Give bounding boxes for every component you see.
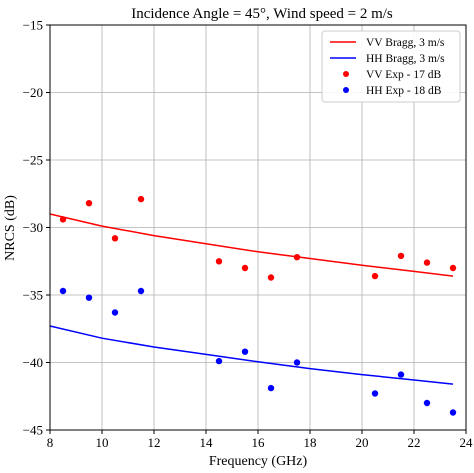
vv-exp-point <box>267 274 275 281</box>
vv-exp-point <box>215 258 223 265</box>
vv-exp-point <box>397 252 405 260</box>
x-tick-label: 20 <box>356 435 369 450</box>
vv-exp-point <box>449 264 457 272</box>
vv-exp-point <box>293 254 301 261</box>
x-tick-label: 18 <box>304 435 317 450</box>
hh-exp-point <box>267 384 275 392</box>
vv-exp-point <box>371 272 379 280</box>
legend-hh-exp-label: HH Exp - 18 dB <box>366 85 442 97</box>
vv-exp-point <box>137 195 145 203</box>
x-tick-label: 8 <box>47 435 54 450</box>
legend-vv-exp-marker <box>343 71 349 77</box>
vv-exp-point <box>85 200 93 207</box>
hh-exp-point <box>449 409 457 416</box>
x-axis-label: Frequency (GHz) <box>209 454 308 469</box>
hh-exp-point <box>85 294 93 301</box>
grid <box>49 24 467 431</box>
y-axis-ticks: −45 −40 −35 −30 −25 −20 −15 <box>23 18 50 438</box>
legend-vv-bragg-label: VV Bragg, 3 m/s <box>366 37 445 49</box>
legend-hh-bragg-label: HH Bragg, 3 m/s <box>366 53 445 65</box>
legend-hh-exp-marker <box>343 87 349 93</box>
vv-bragg-line <box>49 213 454 277</box>
chart-title: Incidence Angle = 45°, Wind speed = 2 m/… <box>131 6 393 22</box>
y-tick-label: −40 <box>23 355 43 370</box>
hh-exp-point <box>423 399 431 407</box>
plot-area: 8 10 12 14 16 18 20 22 24 −45 −40 −35 −30 −25 −20 −15 <box>23 18 473 451</box>
legend: VV Bragg, 3 m/s HH Bragg, 3 m/s VV Exp -… <box>321 30 461 103</box>
y-tick-label: −20 <box>23 85 43 100</box>
legend-vv-exp-label: VV Exp - 17 dB <box>366 69 442 81</box>
x-tick-label: 12 <box>148 435 161 450</box>
hh-exp-point <box>371 390 379 397</box>
hh-exp-point <box>293 359 301 366</box>
vv-exp-point <box>111 235 119 242</box>
x-axis-ticks: 8 10 12 14 16 18 20 22 24 <box>47 430 473 450</box>
y-tick-label: −25 <box>23 153 43 168</box>
hh-exp-point <box>397 371 405 378</box>
x-tick-label: 14 <box>200 435 214 450</box>
y-axis-label: NRCS (dB) <box>3 195 18 261</box>
series-points <box>59 195 457 416</box>
y-tick-label: −35 <box>23 288 43 303</box>
vv-exp-point <box>59 216 67 223</box>
hh-bragg-line <box>49 325 454 385</box>
x-tick-label: 10 <box>96 435 109 450</box>
x-tick-label: 16 <box>252 435 266 450</box>
hh-exp-point <box>111 309 119 316</box>
series-lines <box>49 213 454 385</box>
legend-box <box>321 30 461 103</box>
y-tick-label: −30 <box>23 220 43 235</box>
x-tick-label: 22 <box>408 435 421 450</box>
vv-exp-point <box>241 264 249 272</box>
hh-exp-point <box>59 287 67 295</box>
hh-exp-point <box>137 287 145 295</box>
vv-exp-point <box>423 259 431 266</box>
hh-exp-point <box>241 348 249 355</box>
y-tick-label: −45 <box>23 423 43 438</box>
x-tick-label: 24 <box>460 435 474 450</box>
hh-exp-point <box>215 357 223 365</box>
y-tick-label: −15 <box>23 18 43 33</box>
